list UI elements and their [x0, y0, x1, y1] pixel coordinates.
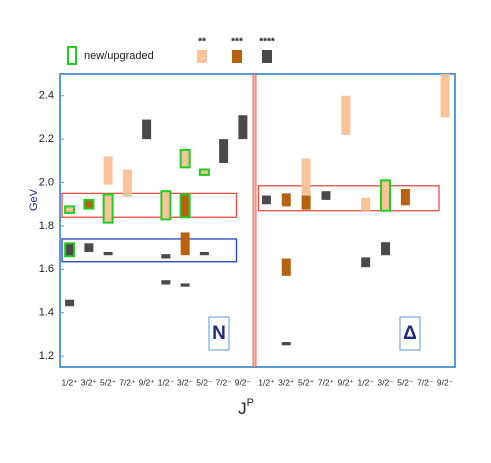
resonance-state	[198, 168, 210, 176]
resonance-state	[440, 74, 450, 118]
x-tick-label: 3/2⁻	[177, 377, 194, 387]
resonance-state	[179, 148, 191, 169]
resonance-state	[160, 190, 172, 221]
resonance-state	[103, 156, 113, 185]
legend-rating-swatch	[232, 50, 242, 63]
resonance-state	[361, 197, 371, 211]
x-tick-label: 9/2⁻	[235, 377, 252, 387]
x-tick-label: 1/2⁺	[258, 377, 275, 387]
resonance-state	[281, 193, 291, 207]
mass-region-box	[61, 192, 238, 218]
resonance-state	[219, 139, 229, 163]
resonance-state	[380, 179, 392, 212]
y-tick-label: 2.4	[39, 90, 54, 102]
panel-label: Δ	[403, 323, 417, 344]
y-tick-label: 1.8	[39, 220, 54, 232]
x-tick-label: 1/2⁺	[61, 377, 78, 387]
panel-divider	[252, 73, 257, 368]
x-axis-label-sup: P	[247, 397, 254, 409]
x-tick-label: 7/2⁺	[119, 377, 136, 387]
legend-rating-label: ***	[231, 37, 243, 48]
resonance-state	[261, 195, 271, 205]
y-tick-label: 1.6	[39, 263, 54, 275]
resonance-state	[301, 195, 311, 210]
resonance-state	[180, 283, 190, 287]
resonance-state	[400, 189, 410, 206]
resonance-state	[301, 158, 311, 196]
resonance-state	[281, 258, 291, 276]
x-axis-label-main: J	[238, 399, 247, 418]
legend-rating-label: **	[198, 37, 206, 48]
x-tick-label: 5/2⁺	[100, 377, 117, 387]
resonance-state	[103, 251, 113, 256]
plot-frame	[59, 73, 456, 368]
x-tick-label: 1/2⁻	[158, 377, 175, 387]
y-tick-label: 2.0	[39, 176, 54, 188]
resonance-state	[161, 280, 171, 285]
legend-rating-swatch	[197, 50, 207, 63]
resonance-state	[122, 169, 132, 197]
x-tick-label: 7/2⁺	[318, 377, 335, 387]
mass-region-box	[257, 185, 440, 212]
resonance-state	[361, 257, 371, 268]
resonance-state	[64, 205, 76, 214]
y-tick-label: 2.2	[39, 133, 54, 145]
resonance-state	[83, 198, 95, 210]
x-tick-label: 3/2⁻	[377, 377, 394, 387]
legend-rating-label: ****	[259, 37, 275, 48]
panel-label-box	[399, 316, 421, 351]
resonance-state	[142, 119, 152, 140]
resonance-state	[102, 193, 114, 224]
x-tick-label: 1/2⁻	[358, 377, 375, 387]
y-axis-label: GeV	[28, 188, 40, 211]
y-tick-label: 1.4	[39, 307, 54, 319]
legend-rating-swatch	[262, 50, 272, 63]
x-tick-label: 3/2⁺	[278, 377, 295, 387]
legend-new-label: new/upgraded	[84, 50, 154, 62]
resonance-state	[65, 299, 75, 307]
resonance-state	[84, 243, 94, 252]
legend-new-swatch	[67, 46, 77, 65]
resonance-state	[161, 254, 171, 259]
x-tick-label: 5/2⁺	[298, 377, 315, 387]
x-tick-label: 5/2⁻	[397, 377, 414, 387]
resonance-state	[238, 115, 248, 140]
resonance-state	[64, 242, 76, 258]
x-axis-label: JP	[238, 397, 254, 419]
resonance-state	[180, 232, 190, 256]
resonance-state	[179, 193, 191, 219]
resonance-state	[381, 242, 391, 256]
resonance-state	[341, 95, 351, 135]
x-tick-label: 5/2⁻	[196, 377, 213, 387]
x-tick-label: 9/2⁻	[437, 377, 454, 387]
panel-label-box	[208, 316, 230, 351]
x-tick-label: 3/2⁺	[81, 377, 98, 387]
resonance-state	[321, 191, 331, 200]
resonance-state	[281, 342, 291, 346]
x-tick-label: 9/2⁺	[138, 377, 155, 387]
x-tick-label: 7/2⁻	[215, 377, 232, 387]
resonance-state	[199, 251, 209, 256]
y-tick-label: 1.2	[39, 350, 54, 362]
panel-label: N	[212, 323, 226, 344]
x-tick-label: 7/2⁻	[417, 377, 434, 387]
x-tick-label: 9/2⁺	[338, 377, 355, 387]
mass-region-box	[61, 238, 238, 263]
